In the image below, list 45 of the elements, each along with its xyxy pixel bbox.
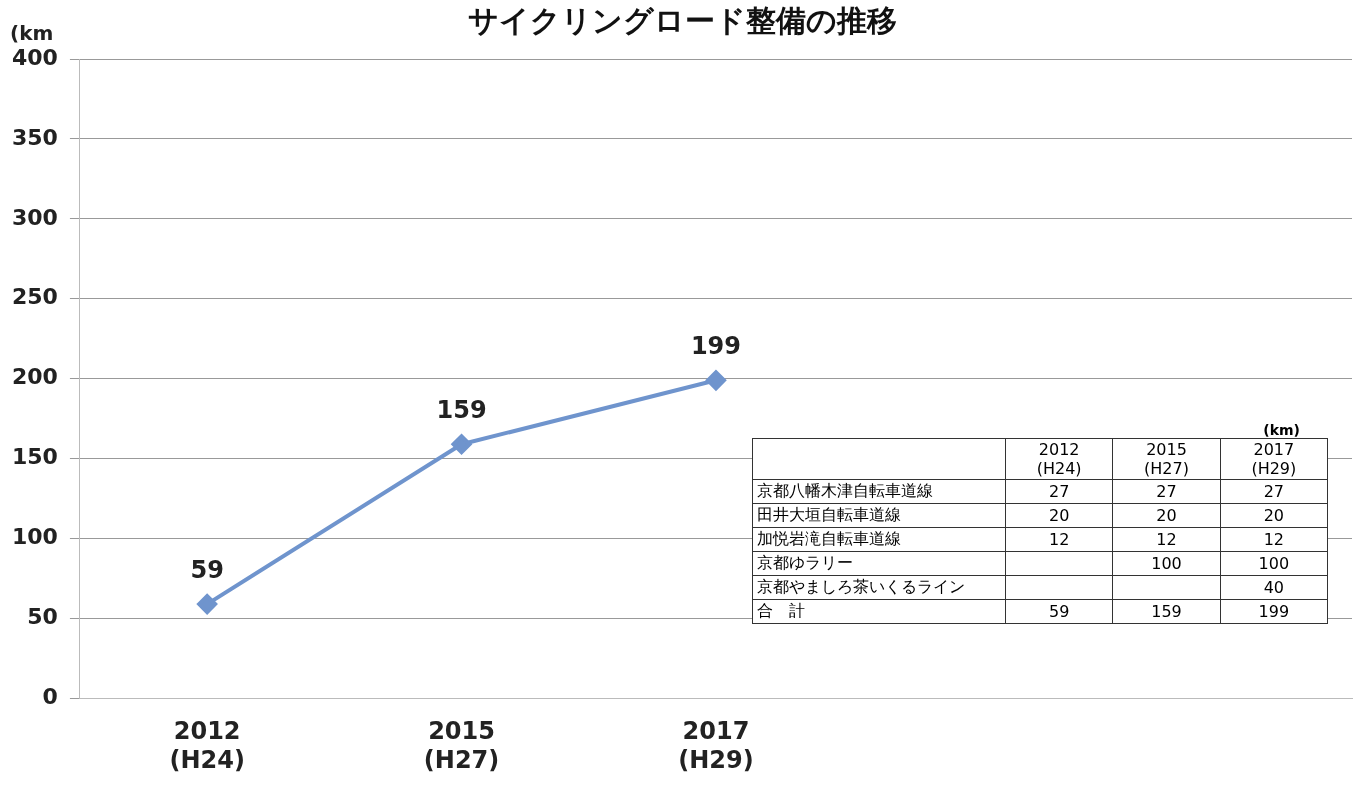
data-label: 27 bbox=[1220, 479, 1328, 504]
text: 田井大垣自転車道線 bbox=[752, 503, 1006, 528]
data-label: 12 bbox=[1220, 527, 1328, 552]
y-tick-label: 100 bbox=[11, 524, 58, 550]
data-label: 40 bbox=[1220, 575, 1328, 600]
text: 京都やましろ茶いくるライン bbox=[752, 575, 1006, 600]
series-label: 京都八幡木津自転車道線 bbox=[752, 479, 1006, 504]
data-label: 100 bbox=[1112, 551, 1221, 576]
point bbox=[705, 370, 726, 391]
y-tick-label: 250 bbox=[11, 284, 58, 310]
x-tick-label: 2012 (H24) bbox=[169, 717, 245, 774]
data-label: 159 bbox=[436, 396, 487, 425]
text: 合 計 bbox=[752, 599, 1006, 624]
data-label: 199 bbox=[1220, 599, 1328, 624]
y-tick-label: 0 bbox=[42, 684, 58, 710]
y-tick-label: 400 bbox=[11, 44, 58, 70]
point bbox=[197, 594, 218, 615]
data-label: 199 bbox=[690, 332, 742, 361]
data-label: 159 bbox=[1112, 599, 1221, 624]
x-tick-label: 2015 (H27) bbox=[423, 717, 500, 774]
data-label: 59 bbox=[1005, 599, 1113, 624]
text: 京都ゆラリー bbox=[752, 551, 1006, 576]
y-tick-label: 200 bbox=[11, 364, 58, 390]
data-label: 100 bbox=[1220, 551, 1328, 576]
data-label: 27 bbox=[1112, 479, 1221, 504]
data-label: 12 bbox=[1112, 527, 1221, 552]
data-label: 20 bbox=[1220, 503, 1328, 528]
chart-title: サイクリングロード整備の推移 bbox=[467, 2, 897, 38]
data-label: 27 bbox=[1005, 479, 1113, 504]
x-tick-label: 2017 (H29) bbox=[678, 717, 754, 774]
category-label: 2012 (H24) bbox=[1005, 438, 1113, 480]
y-axis-title: (km bbox=[10, 21, 54, 45]
text: 加悦岩滝自転車道線 bbox=[752, 527, 1006, 552]
data-label: 20 bbox=[1005, 503, 1113, 528]
data-label: 59 bbox=[190, 556, 224, 585]
y-tick-label: 350 bbox=[11, 124, 58, 150]
data-label: 12 bbox=[1005, 527, 1113, 552]
point bbox=[451, 434, 472, 455]
category-label: 2017 (H29) bbox=[1220, 438, 1328, 480]
text: (km) bbox=[1262, 422, 1301, 438]
y-tick-label: 50 bbox=[27, 604, 58, 630]
y-tick-label: 150 bbox=[11, 444, 58, 470]
category-label: 2015 (H27) bbox=[1112, 438, 1221, 480]
y-tick-label: 300 bbox=[11, 204, 58, 230]
data-label: 20 bbox=[1112, 503, 1221, 528]
